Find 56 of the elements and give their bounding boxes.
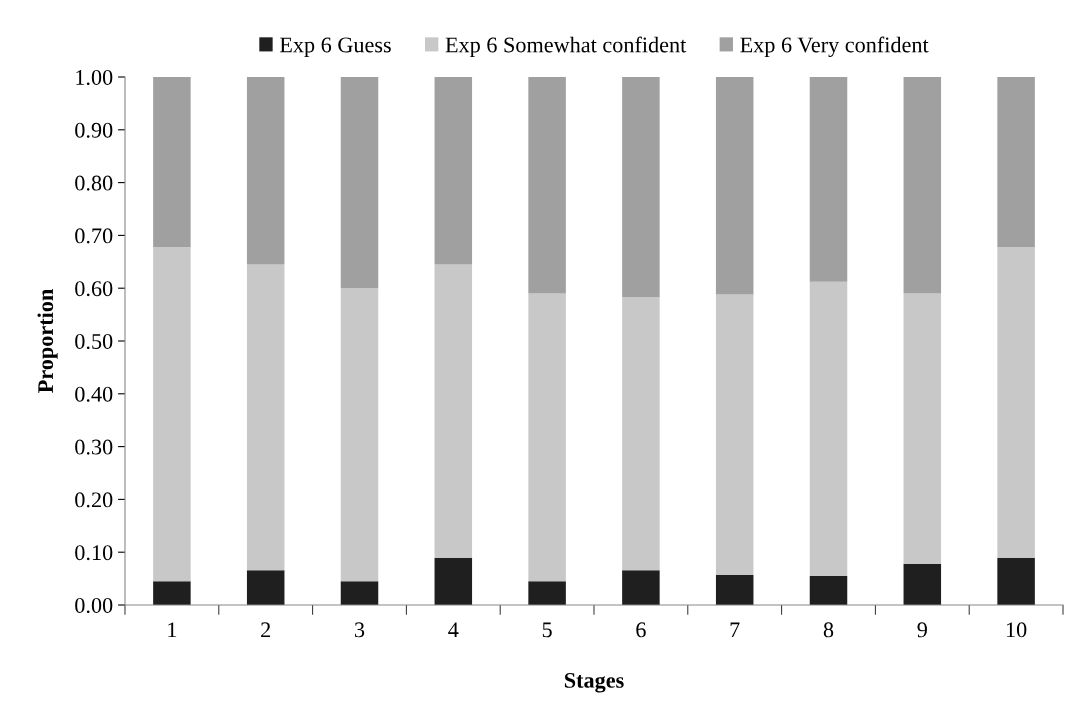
y-tick-label: 0.90 <box>75 122 113 138</box>
x-tick-label: 5 <box>542 622 552 638</box>
legend-label: Exp 6 Very confident <box>740 36 929 57</box>
legend-label: Exp 6 Somewhat confident <box>445 36 687 57</box>
bar <box>715 574 754 605</box>
y-tick-label: 0.70 <box>75 228 113 244</box>
bar <box>997 247 1035 559</box>
bar <box>903 77 942 294</box>
bar <box>903 293 942 564</box>
bar <box>528 581 566 605</box>
x-tick-label: 6 <box>636 622 646 638</box>
bar <box>809 77 848 282</box>
y-tick-label: 0.60 <box>75 281 113 297</box>
y-tick-label: 0.10 <box>75 545 113 561</box>
bar <box>434 558 473 605</box>
y-tick-label: 0.40 <box>75 386 113 402</box>
bar <box>715 294 754 575</box>
bar <box>715 77 754 295</box>
bar <box>528 293 566 582</box>
x-tick-label: 2 <box>261 622 271 638</box>
x-tick-label: 8 <box>823 622 834 638</box>
bar <box>340 288 379 582</box>
bar <box>340 77 379 289</box>
bar <box>528 77 566 294</box>
x-tick-label: 4 <box>448 622 459 638</box>
y-tick-label: 0.20 <box>75 492 113 508</box>
bar <box>997 558 1035 605</box>
bar <box>246 570 285 605</box>
legend-label: Exp 6 Guess <box>279 37 391 57</box>
bar <box>434 77 473 265</box>
bar <box>246 77 285 265</box>
bar <box>622 297 660 571</box>
bar <box>809 575 848 605</box>
bar <box>622 77 660 298</box>
y-tick-label: 0.50 <box>75 333 113 350</box>
bar <box>246 264 285 571</box>
x-tick-label: 9 <box>917 622 927 638</box>
x-tick-label: 3 <box>355 622 365 638</box>
bar <box>340 581 379 605</box>
bar <box>153 581 191 605</box>
y-tick-label: 0.80 <box>75 175 113 191</box>
bar <box>153 77 191 248</box>
x-tick-label: 10 <box>1006 622 1027 638</box>
x-tick-label: 7 <box>730 622 740 638</box>
bar <box>809 281 848 576</box>
y-tick-label: 0.30 <box>75 439 113 455</box>
bar <box>434 264 473 559</box>
bar <box>997 77 1035 248</box>
x-axis-title: Stages <box>564 672 624 693</box>
x-tick-label: 1 <box>168 622 177 638</box>
bar <box>622 570 660 605</box>
y-tick-label: 1.00 <box>76 69 113 86</box>
bar <box>153 247 191 582</box>
bar <box>903 563 942 605</box>
y-axis-title: Proportion <box>37 289 58 393</box>
y-tick-label: 0.00 <box>75 597 113 614</box>
